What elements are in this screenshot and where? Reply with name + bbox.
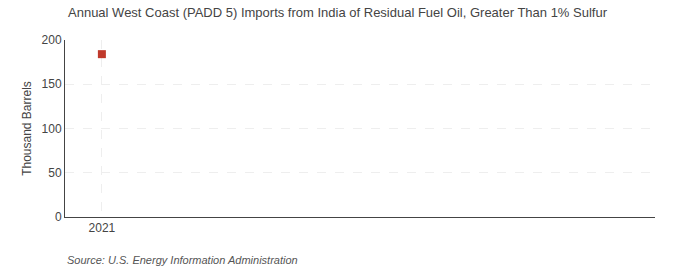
svg-text:Annual West Coast (PADD 5) Imp: Annual West Coast (PADD 5) Imports from … (68, 5, 608, 20)
svg-text:Source: U.S. Energy Informatio: Source: U.S. Energy Information Administ… (67, 254, 298, 266)
svg-text:2021: 2021 (89, 221, 116, 235)
svg-text:0: 0 (55, 210, 62, 224)
svg-text:150: 150 (42, 77, 62, 91)
svg-text:200: 200 (42, 33, 62, 47)
svg-text:Thousand Barrels: Thousand Barrels (20, 81, 34, 176)
svg-text:100: 100 (42, 122, 62, 136)
svg-text:50: 50 (48, 166, 62, 180)
